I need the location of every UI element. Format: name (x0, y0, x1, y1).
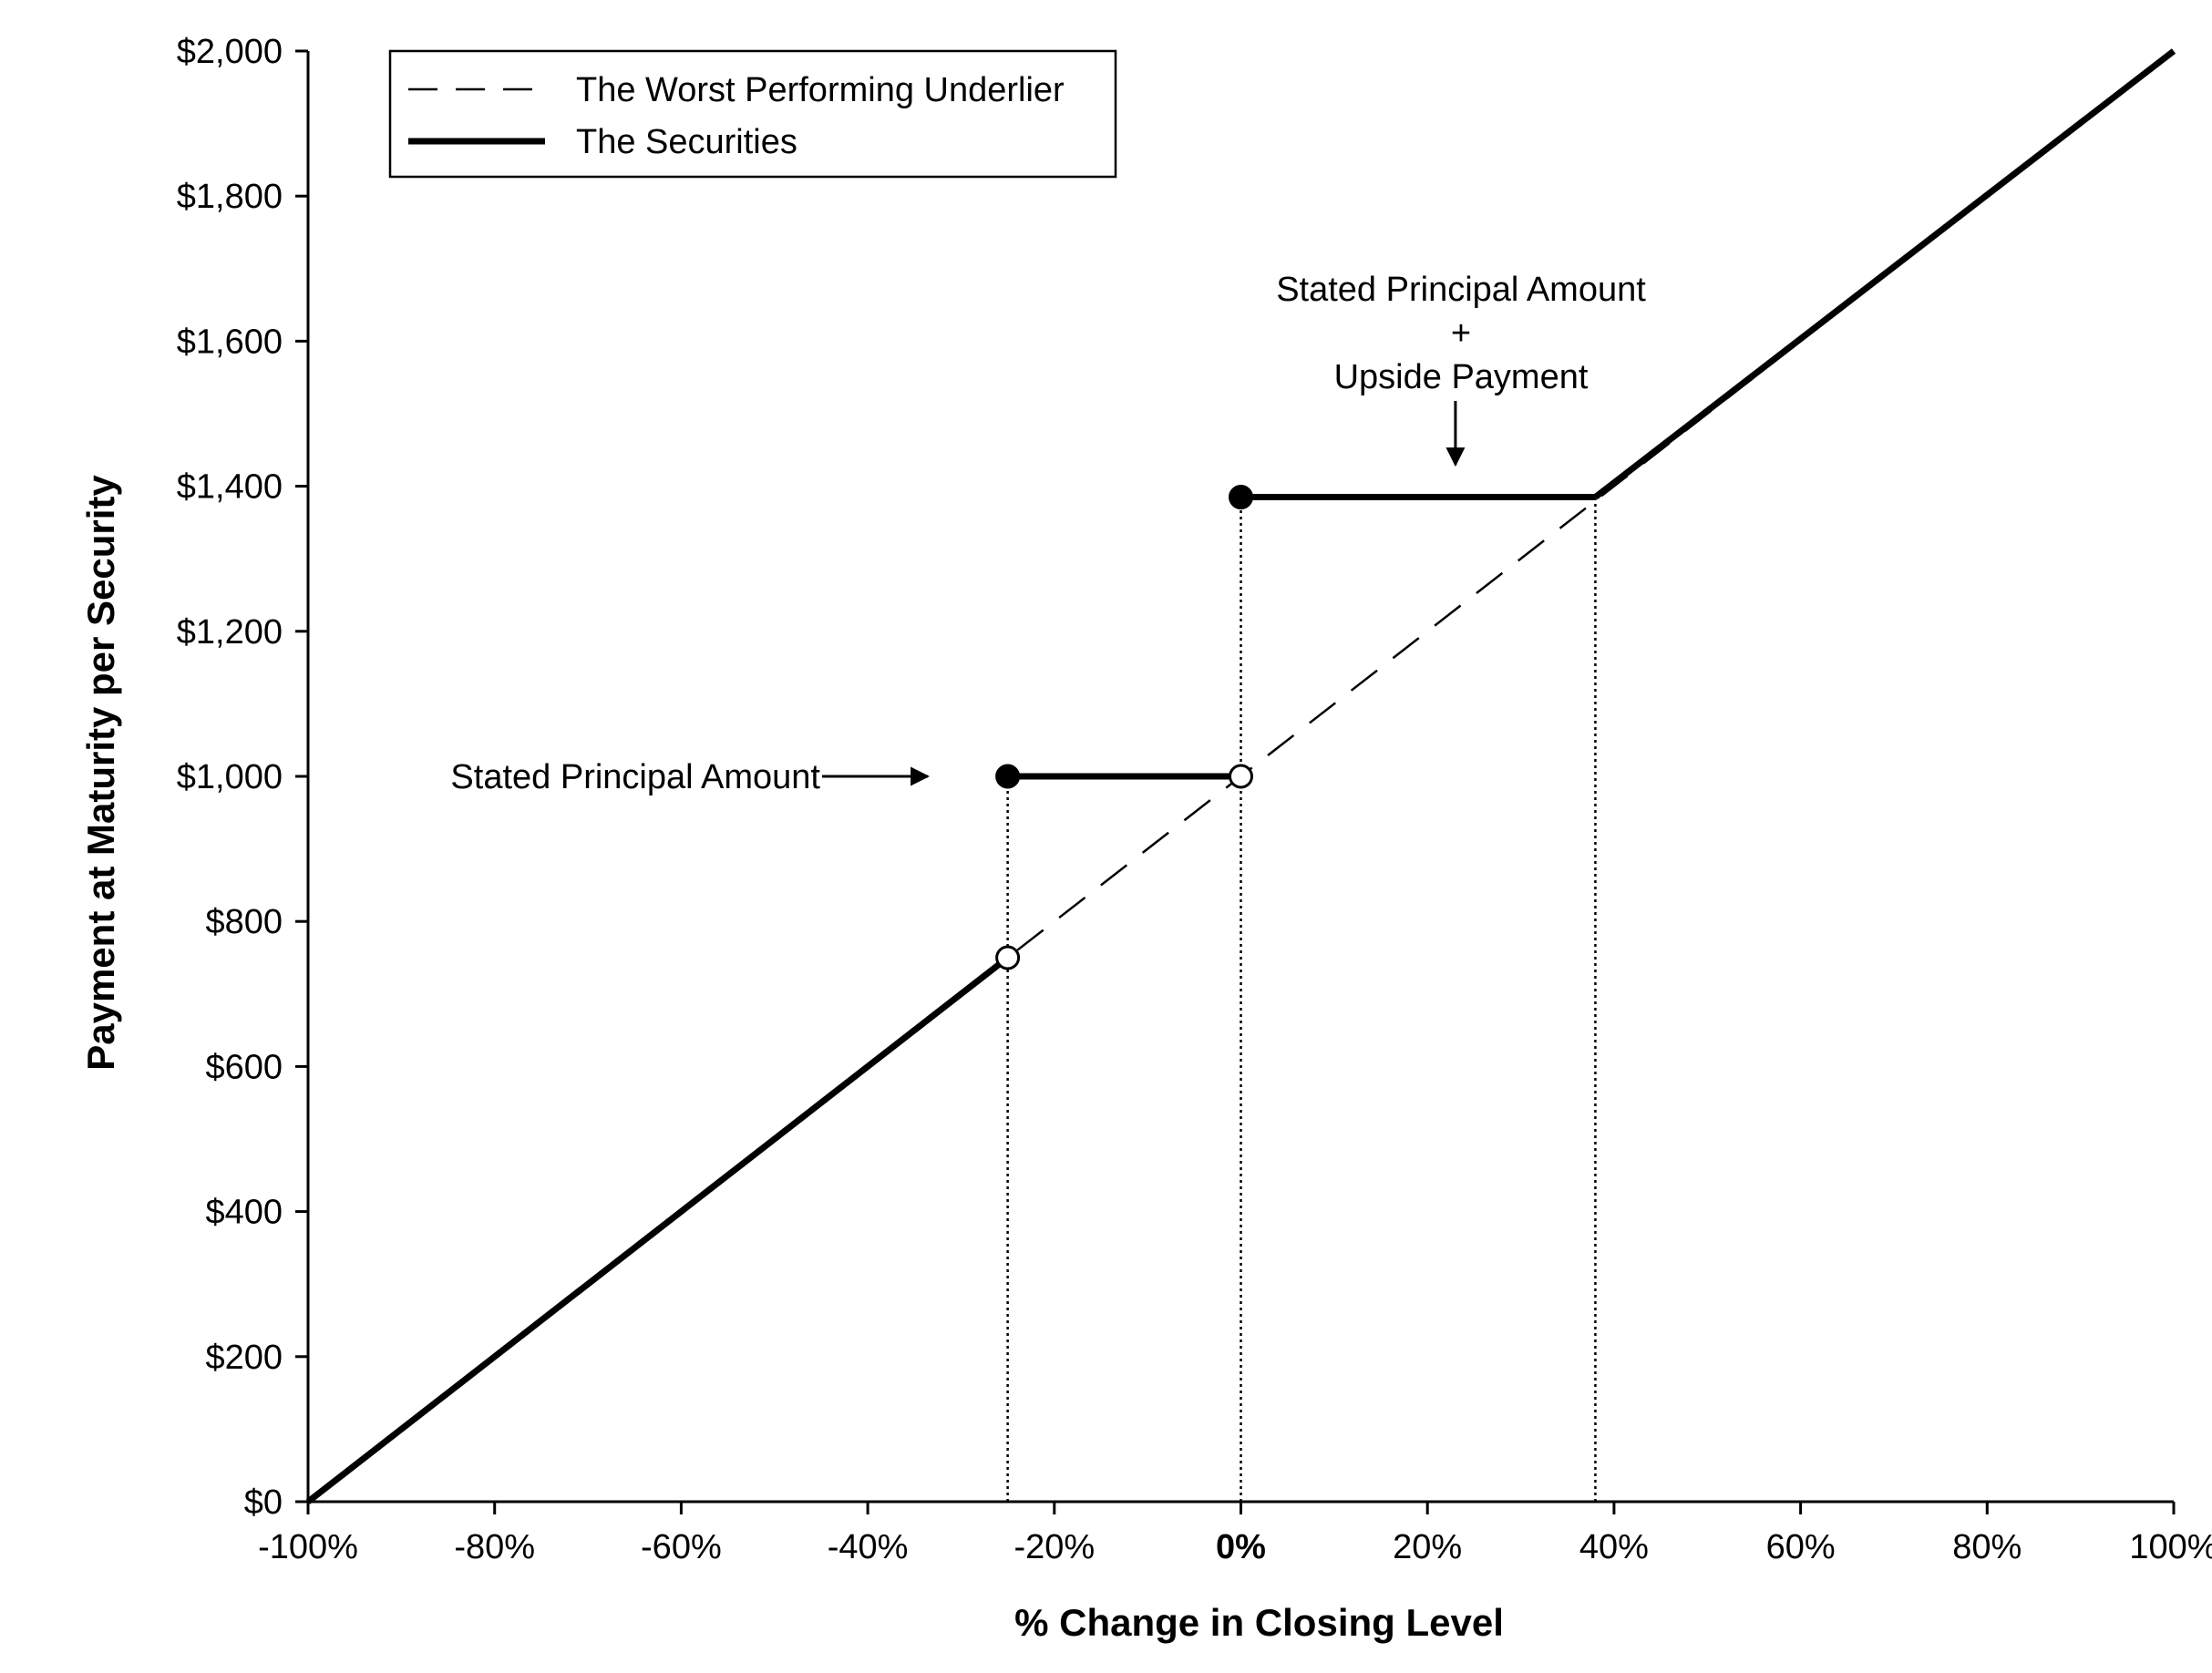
open-point-marker (1229, 764, 1253, 789)
x-tick-label: 60% (1766, 1528, 1836, 1566)
x-tick-label: -80% (454, 1528, 535, 1566)
open-point-marker (995, 945, 1021, 970)
x-tick-label: -20% (1013, 1528, 1095, 1566)
y-tick-label: $400 (205, 1194, 283, 1232)
y-tick-label: $800 (205, 903, 283, 941)
y-tick-label: $2,000 (177, 33, 283, 71)
annotations-layer: Stated Principal Amount Stated Principal … (450, 271, 1646, 796)
reference-lines-layer (1006, 497, 1597, 1502)
annotation-text: Stated Principal Amount (1276, 271, 1646, 309)
x-tick-label: 40% (1579, 1528, 1649, 1566)
x-tick-label: -60% (641, 1528, 722, 1566)
markers-layer (995, 485, 1253, 970)
axes-layer: -100% -80% -60% -40% -20% 0% 20% 40% 60% 80% 100% $… (79, 33, 2212, 1644)
series-segment-securities (305, 955, 1010, 1504)
x-tick-label: 80% (1952, 1528, 2022, 1566)
series-segment-securities (1593, 48, 2176, 500)
legend-label: The Worst Performing Underlier (576, 71, 1065, 109)
x-tick-label: 0% (1216, 1528, 1266, 1566)
filled-point-marker (995, 764, 1021, 789)
y-tick-label: $1,400 (177, 468, 283, 507)
x-tick-label: 20% (1393, 1528, 1462, 1566)
x-axis-title: % Change in Closing Level (1014, 1601, 1504, 1644)
annotation-text: Stated Principal Amount (450, 758, 820, 796)
y-tick-label: $0 (244, 1483, 283, 1522)
legend: The Worst Performing Underlier The Securi… (388, 49, 1117, 179)
y-tick-label: $1,200 (177, 613, 283, 652)
filled-point-marker (1229, 485, 1253, 510)
y-tick-label: $600 (205, 1048, 283, 1086)
x-tick-label: -100% (258, 1528, 358, 1566)
legend-label: The Securities (576, 123, 797, 161)
x-tick-label: 100% (2129, 1528, 2212, 1566)
annotation-text: + (1451, 314, 1471, 353)
y-tick-label: $1,800 (177, 178, 283, 216)
x-tick-label: -40% (828, 1528, 909, 1566)
y-tick-label: $200 (205, 1339, 283, 1377)
legend-box (388, 49, 1117, 179)
y-tick-label: $1,600 (177, 323, 283, 361)
annotation-text: Upside Payment (1334, 358, 1589, 396)
y-tick-label: $1,000 (177, 758, 283, 796)
y-axis-title: Payment at Maturity per Security (79, 475, 122, 1071)
